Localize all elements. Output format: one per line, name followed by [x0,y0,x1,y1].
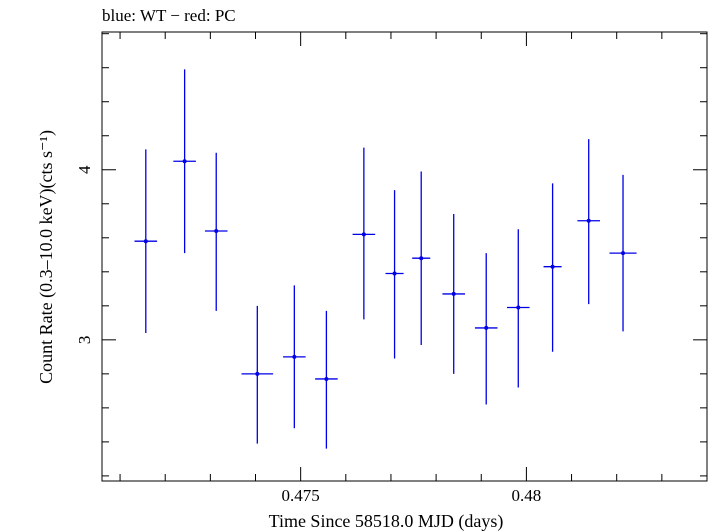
data-marker [143,239,148,244]
y-tick-label: 3 [75,336,94,345]
data-marker [451,291,456,296]
data-marker [586,218,591,223]
data-point [315,310,338,449]
data-marker [484,325,489,330]
data-marker [361,232,366,237]
data-point [241,305,274,444]
y-tick-label: 4 [75,165,94,174]
x-tick-label: 0.475 [282,486,320,505]
data-marker [324,376,329,381]
data-point [577,139,600,305]
plot-border [101,31,708,482]
data-point [385,190,404,359]
chart-title: blue: WT − red: PC [102,6,236,25]
data-point [609,174,637,332]
data-point [543,183,562,352]
data-point [283,285,306,429]
data-marker [550,264,555,269]
data-marker [621,251,626,256]
data-marker [214,228,219,233]
data-point [134,149,158,334]
data-point [474,253,498,405]
x-axis-ticks: 0.475 0.48 [119,32,708,505]
data-point [173,69,196,254]
data-points [134,69,637,449]
data-point [412,171,431,345]
data-point [442,213,465,374]
data-marker [516,305,521,310]
x-axis-label: Time Since 58518.0 MJD (days) [269,511,504,532]
data-marker [292,354,297,359]
data-marker [419,256,424,261]
plot-frame [101,31,708,482]
data-point [352,147,376,320]
y-axis-ticks: 34 [75,33,707,477]
x-tick-label: 0.48 [512,486,542,505]
data-point [506,229,530,388]
data-marker [392,271,397,276]
data-point [204,152,228,311]
y-axis-label: Count Rate (0.3–10.0 keV)(cts s⁻¹) [36,130,57,384]
data-marker [255,371,260,376]
data-marker [182,159,187,164]
